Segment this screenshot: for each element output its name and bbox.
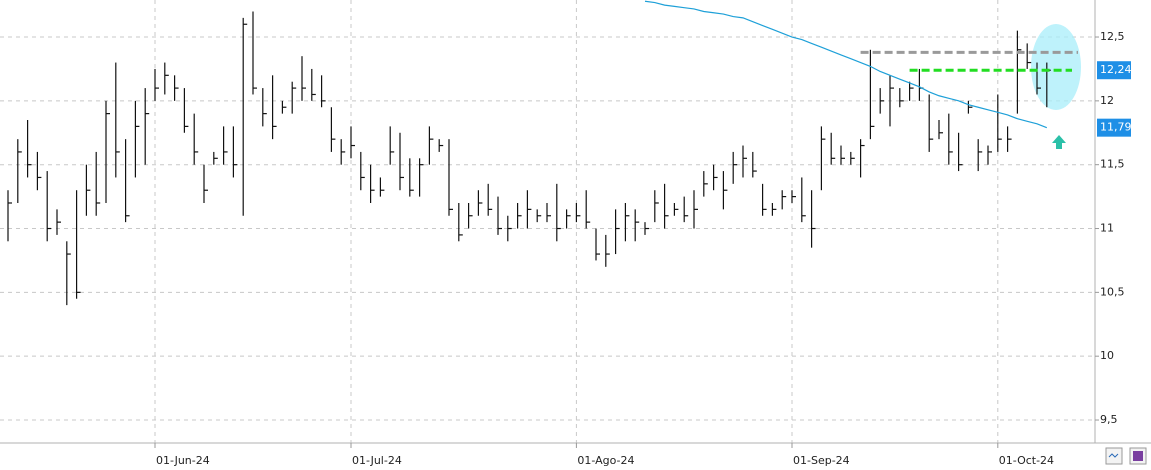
y-tick-label: 11 xyxy=(1100,222,1114,235)
x-tick-label: 01-Oct-24 xyxy=(999,454,1054,467)
y-tick-label: 9,5 xyxy=(1100,413,1118,426)
price-label-box xyxy=(1097,61,1131,80)
axes: 9,5 10 10,5 11 11,5 12 12,5 01-Jun-24 01-Jul-24 0… xyxy=(154,30,1132,467)
x-tick-label: 01-Ago-24 xyxy=(577,454,634,467)
plot-area xyxy=(7,0,1078,306)
moving-average-line xyxy=(644,0,1048,129)
grid xyxy=(0,0,1095,443)
y-tick-label: 12,5 xyxy=(1100,30,1125,43)
up-arrow xyxy=(1052,135,1066,149)
y-tick-label: 11,5 xyxy=(1100,158,1125,171)
price-label: 12,24 xyxy=(1100,63,1132,76)
save-icon xyxy=(1133,451,1143,461)
y-tick-label: 12 xyxy=(1100,94,1114,107)
x-tick-label: 01-Sep-24 xyxy=(793,454,850,467)
y-tick-label: 10 xyxy=(1100,349,1114,362)
highlight-ellipse xyxy=(1031,24,1081,110)
price-label: 11,79 xyxy=(1100,121,1132,134)
x-tick-label: 01-Jun-24 xyxy=(156,454,210,467)
chart-tool-icon xyxy=(1108,453,1119,458)
x-tick-label: 01-Jul-24 xyxy=(352,454,402,467)
y-tick-label: 10,5 xyxy=(1100,285,1125,298)
price-label-box xyxy=(1097,118,1131,137)
